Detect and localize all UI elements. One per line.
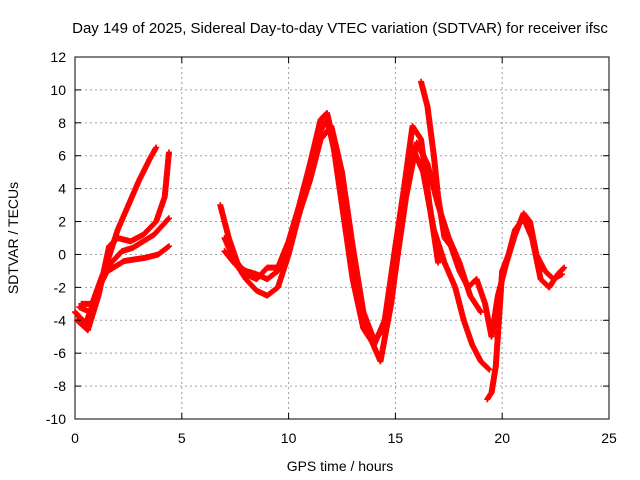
series-trace-9 bbox=[484, 215, 568, 403]
data-point bbox=[477, 309, 484, 316]
data-point bbox=[561, 264, 568, 271]
gridlines bbox=[75, 57, 609, 419]
x-tick-label: 15 bbox=[388, 430, 404, 446]
data-point bbox=[165, 149, 172, 156]
y-tick-label: 12 bbox=[50, 49, 66, 65]
y-tick-label: -2 bbox=[54, 279, 67, 295]
data-point bbox=[164, 244, 171, 251]
data-point bbox=[560, 265, 567, 272]
x-tick-label: 5 bbox=[178, 430, 186, 446]
y-tick-label: 8 bbox=[58, 115, 66, 131]
data-points bbox=[72, 78, 568, 403]
x-axis-label: GPS time / hours bbox=[287, 458, 394, 474]
data-point bbox=[435, 259, 442, 266]
y-axis-label: SDTVAR / TECUs bbox=[5, 182, 21, 294]
y-tick-label: -8 bbox=[54, 378, 67, 394]
y-tick-label: 10 bbox=[50, 82, 66, 98]
x-tick-label: 10 bbox=[281, 430, 297, 446]
data-point bbox=[165, 216, 172, 223]
x-tick-label: 25 bbox=[601, 430, 617, 446]
x-tick-label: 20 bbox=[494, 430, 510, 446]
x-tick-label: 0 bbox=[71, 430, 79, 446]
y-tick-label: 0 bbox=[58, 246, 66, 262]
y-tick-label: -4 bbox=[54, 312, 67, 328]
y-tick-label: 6 bbox=[58, 148, 66, 164]
y-tick-label: -10 bbox=[46, 411, 66, 427]
plot-frame bbox=[74, 56, 610, 420]
y-axis-ticks: -10 -8 -6 -4 -2 0 2 4 6 8 10 12 bbox=[46, 49, 609, 427]
data-point bbox=[165, 243, 172, 250]
series-trace-4 bbox=[78, 243, 172, 307]
chart-title: Day 149 of 2025, Sidereal Day-to-day VTE… bbox=[72, 20, 608, 37]
data-point bbox=[486, 366, 493, 373]
data-point bbox=[165, 215, 172, 222]
data-point bbox=[153, 144, 160, 151]
y-tick-label: 2 bbox=[58, 214, 66, 230]
y-tick-label: -6 bbox=[54, 345, 67, 361]
y-tick-label: 4 bbox=[58, 181, 66, 197]
data-point bbox=[485, 365, 492, 372]
x-axis-ticks: 0 5 10 15 20 25 bbox=[71, 57, 617, 446]
